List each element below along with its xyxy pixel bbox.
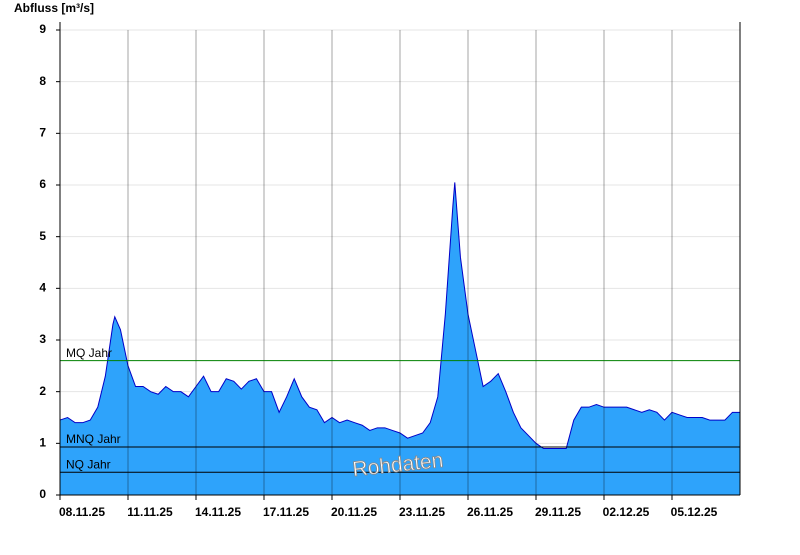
x-tick-label: 11.11.25	[127, 505, 173, 519]
y-tick-label: 5	[39, 229, 46, 243]
y-tick-label: 0	[39, 487, 46, 501]
reference-label: NQ Jahr	[66, 457, 111, 471]
x-tick-label: 02.12.25	[603, 505, 650, 519]
y-tick-label: 9	[39, 22, 46, 36]
x-tick-label: 14.11.25	[195, 505, 241, 519]
y-tick-label: 1	[39, 436, 46, 450]
reference-label: MNQ Jahr	[66, 432, 121, 446]
y-tick-label: 4	[39, 281, 46, 295]
reference-label: MQ Jahr	[66, 346, 112, 360]
x-tick-label: 20.11.25	[331, 505, 377, 519]
y-tick-label: 2	[39, 384, 46, 398]
y-tick-label: 7	[39, 126, 46, 140]
x-tick-label: 23.11.25	[399, 505, 445, 519]
y-tick-label: 6	[39, 177, 46, 191]
y-tick-label: 3	[39, 332, 46, 346]
y-axis-title: Abfluss [m³/s]	[14, 1, 94, 15]
x-tick-label: 05.12.25	[671, 505, 718, 519]
y-tick-label: 8	[39, 74, 46, 88]
area	[60, 182, 740, 495]
x-tick-label: 17.11.25	[263, 505, 309, 519]
x-tick-label: 08.11.25	[59, 505, 105, 519]
x-tick-label: 29.11.25	[535, 505, 581, 519]
line	[59, 182, 740, 449]
x-tick-label: 26.11.25	[467, 505, 513, 519]
